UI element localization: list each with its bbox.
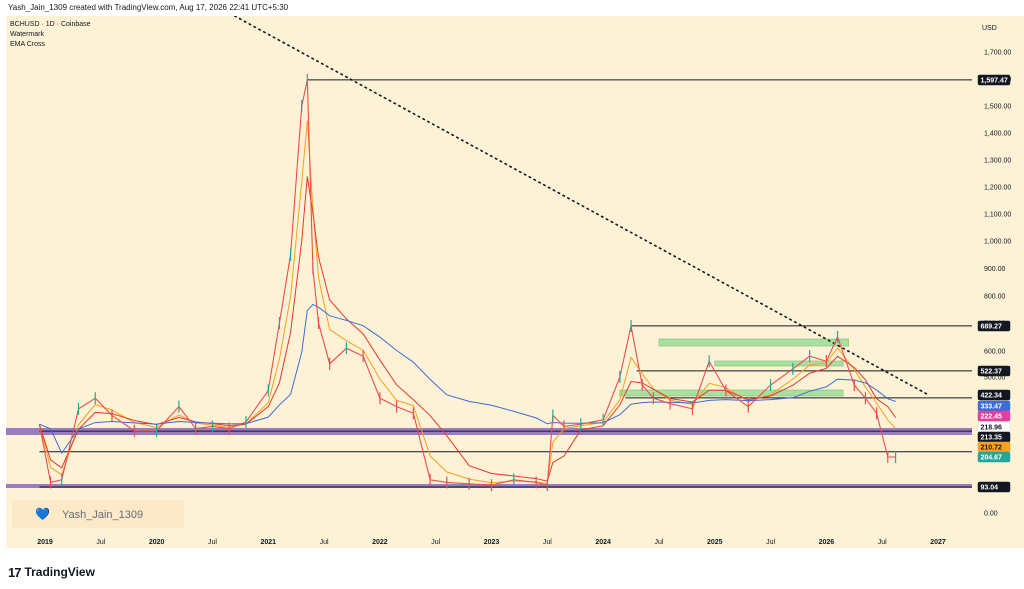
x-tick-label: 2023 [484,539,500,546]
x-tick-label: 2026 [819,539,835,546]
price-tag-label: 204.67 [981,455,1003,462]
price-series [38,74,897,492]
y-tick-label: 1,000.00 [984,239,1011,246]
dotted-trendline [233,16,928,395]
tradingview-logo-icon: 17 [8,564,22,580]
x-tick-label: Jul [878,539,887,546]
y-tick-label: 0.00 [984,511,998,518]
x-tick-label: Jul [654,539,663,546]
x-tick-label: 2020 [149,539,165,546]
time-axis[interactable]: 2019 Jul 2020 Jul 2021 Jul 2022 Jul 2023 Jul 2024 J… [37,539,946,546]
blue-heart-icon: 💙 [35,507,50,521]
y-tick-label: 1,400.00 [984,131,1011,138]
watermark-text: Yash_Jain_1309 [62,509,143,521]
purple-band-lower [6,484,972,488]
attribution-text: Yash_Jain_1309 created with TradingView.… [8,3,289,12]
x-tick-label: 2022 [372,539,388,546]
price-tag-label: 218.96 [981,425,1003,432]
price-line [38,79,896,486]
x-tick-label: Jul [96,539,105,546]
legend-watermark[interactable]: Watermark [10,31,44,38]
y-tick-label: 1,200.00 [984,185,1011,192]
x-tick-label: Jul [208,539,217,546]
y-tick-label: 600.00 [984,349,1006,356]
tradingview-footer[interactable]: 17 TradingView [8,563,95,581]
y-tick-label: 800.00 [984,294,1006,301]
x-tick-label: 2024 [595,539,611,546]
y-tick-label: 1,700.00 [984,50,1011,57]
x-tick-label: 2019 [37,539,53,546]
watermark-box: 💙 Yash_Jain_1309 [12,500,184,528]
ema-long-line [39,303,896,455]
price-tag-label: 422.34 [981,393,1003,400]
tradingview-brand: TradingView [24,565,95,579]
price-tag-label: 333.47 [981,404,1003,411]
price-tag-label: 1,597.47 [981,78,1008,85]
price-tag-bg [977,74,1011,86]
price-tag-bg [977,389,1011,401]
y-tick-label: 500.00 [984,374,1006,381]
x-tick-label: Jul [320,539,329,546]
y-tick-label: 900.00 [984,266,1006,273]
horizontal-levels [39,79,972,488]
price-tag-bg [977,365,1011,377]
x-tick-label: 2025 [707,539,723,546]
y-tick-label: 1,300.00 [984,158,1011,165]
x-tick-label: 2027 [930,539,946,546]
price-tag-label: 522.37 [981,369,1003,376]
ema-lines [38,120,896,485]
price-tag-bg [977,320,1011,332]
x-tick-label: Jul [431,539,440,546]
price-tag-label: 689.27 [981,324,1003,331]
chart-background [6,16,972,548]
price-chart[interactable]: BCHUSD · 1D · Coinbase Watermark EMA Cro… [0,16,1024,560]
y-tick-label: 1,500.00 [984,104,1011,111]
chart-legend: BCHUSD · 1D · Coinbase Watermark EMA Cro… [10,21,91,48]
legend-symbol: BCHUSD · 1D · Coinbase [10,21,91,28]
price-tag-label: 213.35 [981,435,1003,442]
price-axis-background [972,16,1024,548]
price-tag-bg [977,451,1011,463]
price-tag-label: 210.72 [981,445,1003,452]
price-tag-label: 93.04 [981,485,999,492]
attribution-header: Yash_Jain_1309 created with TradingView.… [0,0,1024,16]
ema-fast-line [38,120,896,485]
legend-ema-cross[interactable]: EMA Cross [10,41,46,48]
price-tag-bg [977,481,1011,493]
green-zone-1 [658,338,849,347]
x-tick-label: Jul [766,539,775,546]
price-tag-bg [977,410,1011,422]
green-zone-3 [714,360,844,367]
price-tags: 1,597.47 689.27 522.37 422.34 333.47 222.45 21… [977,74,1011,493]
y-tick-label: 1,100.00 [984,212,1011,219]
trendline-dotted [233,16,928,395]
x-tick-label: Jul [543,539,552,546]
x-tick-label: 2021 [260,539,276,546]
price-tag-label: 222.45 [981,414,1003,421]
currency-label: USD [982,25,997,32]
